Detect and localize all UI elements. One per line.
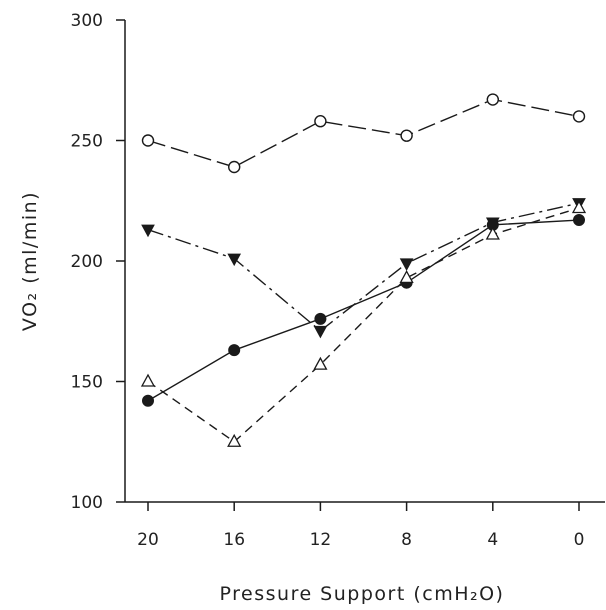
data-point [314, 312, 327, 325]
x-axis-title: Pressure Support (cmH₂O) [220, 583, 505, 605]
y-tick-label: 200 [71, 252, 103, 272]
data-point [486, 93, 499, 106]
data-point [572, 110, 586, 123]
x-tick-label: 4 [487, 530, 498, 550]
chart-series [140, 93, 587, 447]
series-4 [140, 200, 587, 447]
x-tick-label: 0 [574, 530, 585, 550]
data-point [227, 253, 242, 267]
x-tick-label: 16 [223, 530, 245, 550]
data-point [227, 433, 242, 447]
data-point [485, 226, 500, 240]
data-point [140, 373, 156, 387]
x-tick-label: 8 [401, 530, 412, 550]
data-point [573, 214, 585, 227]
data-point [314, 115, 327, 128]
data-point [313, 356, 328, 370]
series-line [147, 207, 580, 443]
series-line [147, 219, 580, 402]
series-3 [142, 214, 585, 407]
series-1 [141, 93, 586, 174]
data-point [227, 160, 241, 174]
series-line [147, 98, 580, 168]
y-axis-title: VO₂ (ml/min) [19, 191, 41, 331]
chart-axes: 100 150 200 250 300 20 16 12 8 4 0 [71, 11, 605, 550]
data-point [313, 325, 328, 339]
x-tick-label: 20 [137, 530, 159, 550]
data-point [141, 224, 155, 238]
data-point [400, 129, 413, 142]
y-tick-label: 250 [71, 132, 103, 152]
data-point [142, 394, 154, 407]
series-line [147, 202, 580, 332]
data-point [571, 200, 587, 214]
data-point [228, 344, 241, 357]
y-tick-label: 100 [71, 493, 103, 513]
y-tick-label: 150 [71, 373, 103, 393]
series-2 [141, 198, 586, 339]
data-point [399, 270, 414, 284]
data-point [399, 258, 414, 271]
data-point [141, 134, 155, 147]
x-tick-label: 12 [310, 530, 332, 550]
y-tick-label: 300 [71, 11, 103, 31]
